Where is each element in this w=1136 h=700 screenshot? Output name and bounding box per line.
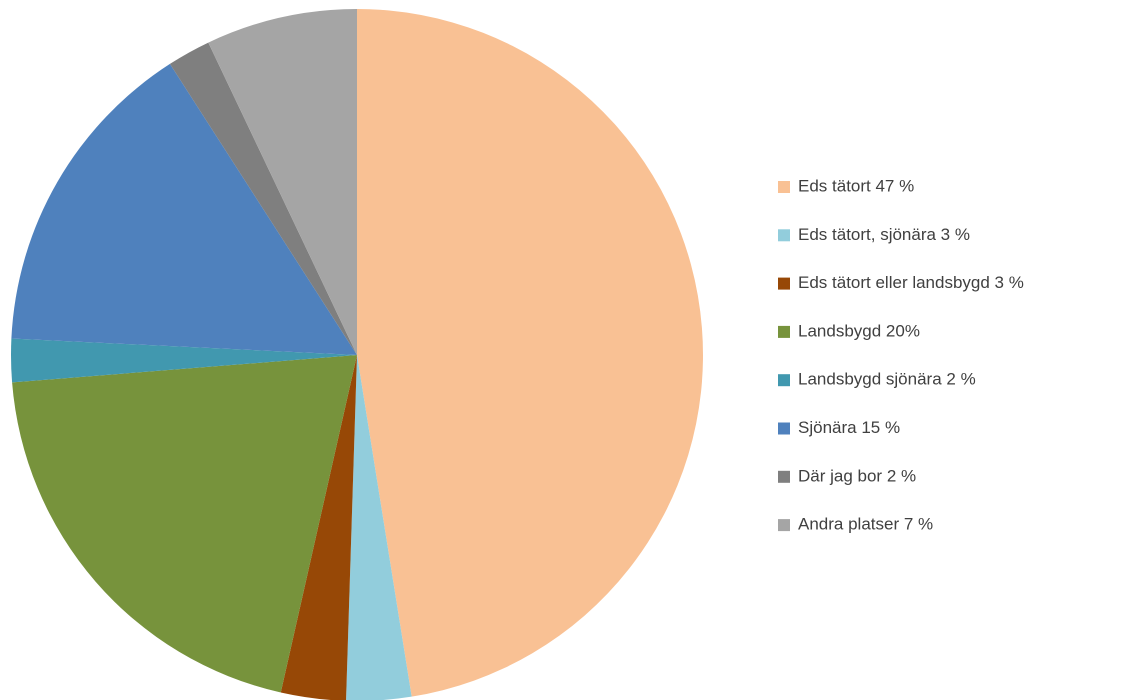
legend-swatch <box>778 325 790 338</box>
legend-label: Sjönära 15 % <box>798 418 900 437</box>
legend-label: Där jag bor 2 % <box>798 466 916 485</box>
legend-label: Andra platser 7 % <box>798 515 933 534</box>
legend-label: Eds tätort, sjönära 3 % <box>798 225 970 244</box>
legend-label: Eds tätort eller landsbygd 3 % <box>798 273 1024 292</box>
legend-label: Landsbygd sjönära 2 % <box>798 370 976 389</box>
legend-swatch <box>778 181 790 193</box>
legend-swatch <box>778 374 790 387</box>
pie-slice <box>169 42 357 356</box>
pie-slice <box>357 9 703 697</box>
legend-swatch <box>778 519 790 532</box>
pie-slice <box>11 63 357 356</box>
legend-swatch <box>778 422 790 435</box>
pie-slice <box>11 338 358 383</box>
legend-swatch <box>778 277 790 290</box>
pie-slice <box>346 355 412 700</box>
pie-slice <box>208 9 357 355</box>
pie-slice <box>12 355 357 693</box>
legend-label: Eds tätort 47 % <box>798 176 914 195</box>
legend-swatch <box>778 229 790 242</box>
pie-slice <box>280 355 357 700</box>
legend-swatch <box>778 470 790 483</box>
legend-label: Landsbygd 20% <box>798 321 920 340</box>
